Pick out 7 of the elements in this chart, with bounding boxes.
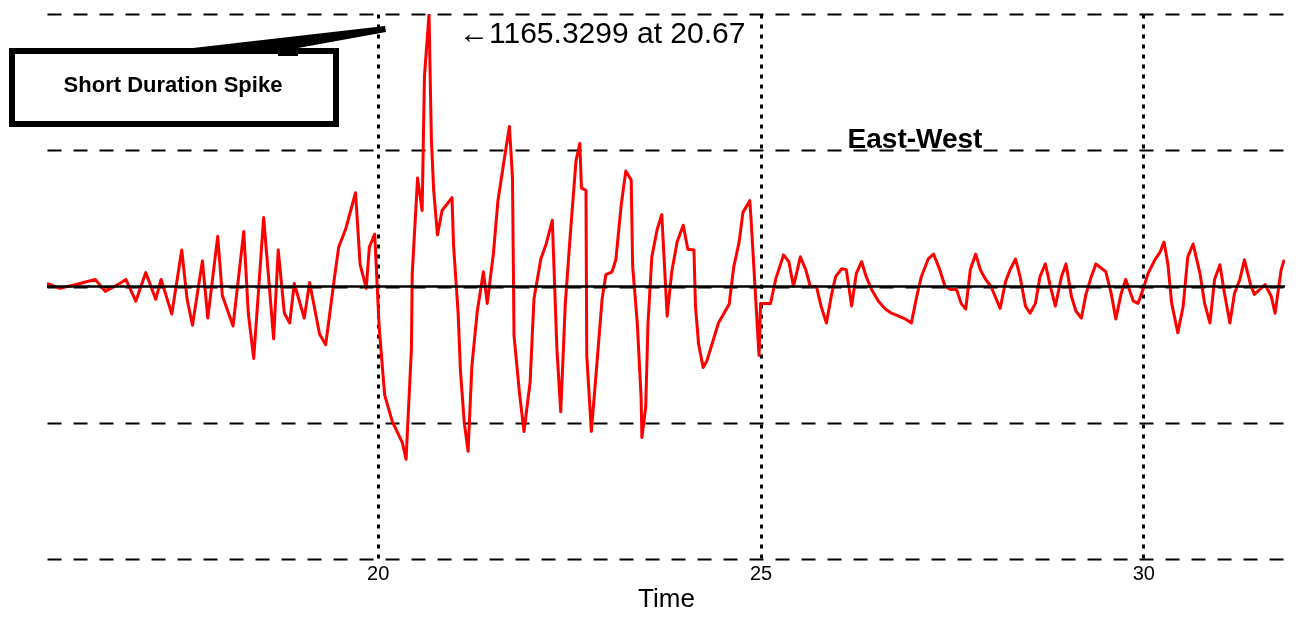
annotation: ←1165.3299 at 20.67 xyxy=(459,16,746,49)
annotation: Short Duration Spike xyxy=(62,71,284,99)
annotation: East-West xyxy=(847,123,983,154)
x-axis-title: Time xyxy=(638,582,695,613)
x-tick-label: 25 xyxy=(749,561,773,584)
x-tick-label: 30 xyxy=(1132,561,1155,584)
x-tick-label: 20 xyxy=(367,561,390,584)
